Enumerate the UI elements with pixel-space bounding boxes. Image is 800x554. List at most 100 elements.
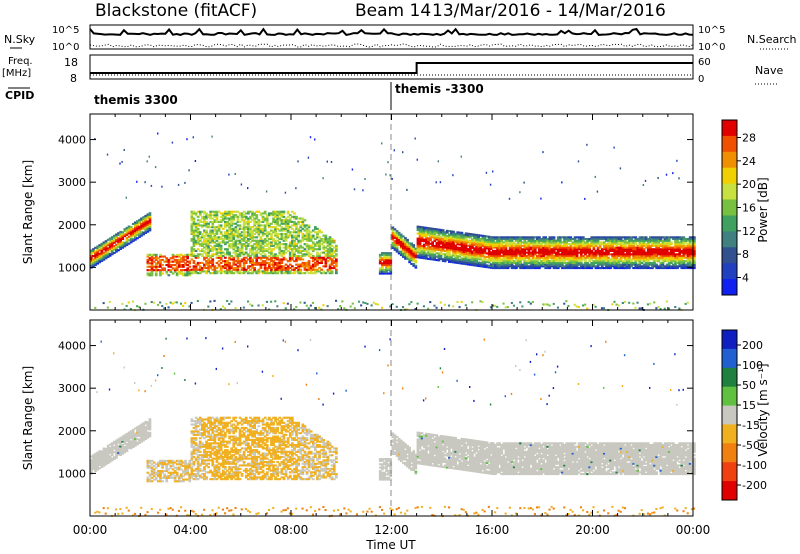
range-gate-cell xyxy=(234,268,238,271)
range-gate-cell xyxy=(592,303,595,306)
range-gate-cell xyxy=(498,258,501,261)
range-gate-cell xyxy=(469,256,472,259)
range-gate-cell xyxy=(203,220,206,223)
range-gate-cell xyxy=(265,217,269,220)
range-gate-cell xyxy=(249,241,252,244)
range-gate-cell xyxy=(506,256,510,259)
range-gate-cell xyxy=(429,234,432,237)
range-gate-cell xyxy=(253,246,256,249)
range-gate-cell xyxy=(234,173,236,175)
range-gate-cell xyxy=(154,270,158,273)
range-gate-cell xyxy=(159,272,162,275)
range-gate-cell xyxy=(127,235,131,238)
range-gate-cell xyxy=(517,251,520,254)
range-gate-cell xyxy=(644,236,648,239)
range-gate-cell xyxy=(561,249,564,252)
range-gate-cell xyxy=(288,255,292,258)
range-gate-cell xyxy=(452,261,455,264)
range-gate-cell xyxy=(198,268,202,271)
range-gate-cell xyxy=(502,265,506,268)
range-gate-cell xyxy=(450,244,453,247)
range-gate-cell xyxy=(152,265,156,268)
range-gate-cell xyxy=(138,220,141,223)
range-gate-cell xyxy=(590,241,594,244)
range-gate-cell xyxy=(196,215,200,218)
range-gate-cell xyxy=(579,256,583,259)
range-gate-cell xyxy=(295,226,298,229)
range-gate-cell xyxy=(284,224,288,227)
range-gate-cell xyxy=(282,222,286,225)
range-gate-cell xyxy=(626,253,629,256)
range-gate-cell xyxy=(538,261,541,264)
range-gate-cell xyxy=(194,272,198,275)
range-gate-cell xyxy=(309,239,313,242)
range-gate-cell xyxy=(134,223,137,226)
range-gate-cell xyxy=(221,265,225,268)
range-gate-cell xyxy=(299,229,303,232)
range-gate-cell xyxy=(487,237,491,240)
range-gate-cell xyxy=(90,251,93,254)
range-gate-cell xyxy=(288,251,292,254)
range-gate-cell xyxy=(492,267,495,270)
range-gate-cell xyxy=(224,267,227,270)
range-gate-cell xyxy=(268,212,271,215)
range-gate-cell xyxy=(452,251,455,254)
range-gate-cell xyxy=(582,238,585,241)
range-gate-cell xyxy=(609,258,612,261)
range-gate-cell xyxy=(148,219,152,222)
range-gate-cell xyxy=(192,244,196,247)
range-gate-cell xyxy=(613,241,617,244)
range-gate-cell xyxy=(299,217,303,220)
range-gate-cell xyxy=(605,256,608,259)
range-gate-cell xyxy=(435,255,439,258)
range-gate-cell xyxy=(450,242,453,245)
power-ylabel: Slant Range [km] xyxy=(21,160,35,264)
range-gate-cell xyxy=(441,244,445,247)
range-gate-cell xyxy=(261,263,265,266)
range-gate-cell xyxy=(592,260,596,263)
range-gate-cell xyxy=(598,249,602,252)
range-gate-cell xyxy=(236,246,240,249)
range-gate-cell xyxy=(504,255,508,258)
range-gate-cell xyxy=(228,267,231,270)
range-gate-cell xyxy=(196,224,200,227)
range-gate-cell xyxy=(251,261,254,264)
range-gate-cell xyxy=(603,263,606,266)
range-gate-cell xyxy=(439,235,443,238)
range-gate-cell xyxy=(469,262,472,265)
range-gate-cell xyxy=(171,141,174,144)
range-gate-cell xyxy=(646,251,650,254)
range-gate-cell xyxy=(284,239,288,242)
range-gate-cell xyxy=(265,224,269,227)
range-gate-cell xyxy=(274,212,277,215)
range-gate-cell xyxy=(301,234,305,237)
range-gate-cell xyxy=(303,234,307,237)
range-gate-cell xyxy=(234,244,238,247)
range-gate-cell xyxy=(565,238,568,241)
range-gate-cell xyxy=(242,234,246,237)
range-gate-cell xyxy=(240,244,244,247)
range-gate-cell xyxy=(157,257,160,260)
range-gate-cell xyxy=(219,215,223,218)
range-gate-cell xyxy=(309,256,313,259)
range-gate-cell xyxy=(690,239,694,242)
range-gate-cell xyxy=(688,253,692,256)
range-gate-cell xyxy=(303,255,307,258)
range-gate-cell xyxy=(552,258,556,261)
range-gate-cell xyxy=(291,256,294,259)
range-gate-cell xyxy=(125,232,129,235)
range-gate-cell xyxy=(477,261,480,264)
range-gate-cell xyxy=(506,239,510,242)
range-gate-cell xyxy=(609,241,612,244)
range-gate-cell xyxy=(253,212,256,215)
range-gate-cell xyxy=(314,227,317,230)
range-gate-cell xyxy=(559,255,562,258)
range-gate-cell xyxy=(596,253,600,256)
range-gate-cell xyxy=(276,239,279,242)
range-gate-cell xyxy=(159,258,162,261)
range-gate-cell xyxy=(265,256,269,259)
range-gate-cell xyxy=(142,228,145,231)
range-gate-cell xyxy=(94,464,97,467)
range-gate-cell xyxy=(588,256,591,259)
range-gate-cell xyxy=(265,248,269,251)
